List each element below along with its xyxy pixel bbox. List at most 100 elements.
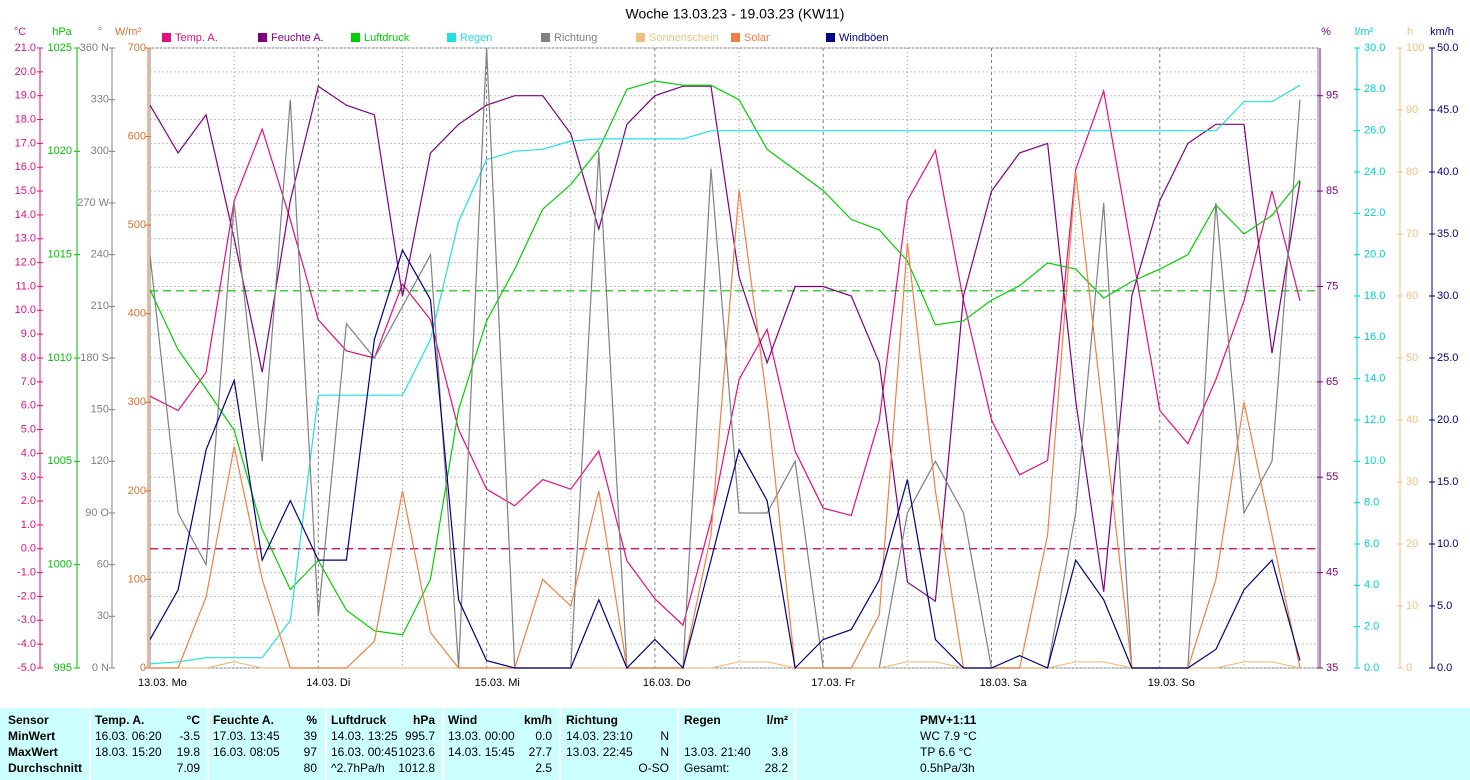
legend-swatch: [731, 33, 740, 42]
series-line: [149, 80, 1301, 636]
y-tick-label: 360 N: [80, 42, 109, 54]
y-tick-label: 12.0: [1364, 414, 1385, 426]
y-tick-label: 16.0: [15, 161, 36, 173]
y-tick-label: 15.0: [1437, 476, 1458, 488]
table-cell: 16.03. 08:05: [213, 745, 280, 759]
y-tick-label: 15.0: [15, 185, 36, 197]
y-tick-label: 240: [91, 249, 109, 261]
y-tick-label: 95: [1326, 90, 1338, 102]
y-tick-label: 18.0: [15, 113, 36, 125]
table-header-cell: Sensor: [8, 713, 49, 727]
y-tick-label: 400: [128, 308, 146, 320]
y-tick-label: 26.0: [1364, 125, 1385, 137]
x-tick-label: 15.03. Mi: [475, 677, 520, 689]
table-cell: N: [660, 745, 669, 759]
y-tick-label: 2.0: [1364, 621, 1379, 633]
y-tick-label: 270 W: [77, 197, 109, 209]
y-tick-label: 180 S: [80, 352, 109, 364]
y-tick-label: 60: [1406, 290, 1418, 302]
legend-label: Solar: [744, 32, 770, 44]
series-line: [149, 248, 1301, 670]
table-cell: 7.09: [177, 761, 201, 775]
table-separators: [89, 708, 796, 780]
y-tick-label: 12.0: [15, 257, 36, 269]
table-cell: -3.5: [179, 729, 200, 743]
axis-unit: km/h: [1430, 26, 1454, 38]
y-tick-label: 14.0: [15, 209, 36, 221]
y-tick-label: 50.0: [1437, 42, 1458, 54]
table-cell: N: [660, 729, 669, 743]
table-cell: 1023.6: [398, 745, 435, 759]
x-tick-label: 17.03. Fr: [811, 677, 855, 689]
y-tick-label: 150: [91, 404, 109, 416]
legend-swatch: [258, 33, 267, 42]
table-cell: 80: [304, 761, 318, 775]
x-tick-label: 19.03. So: [1148, 677, 1195, 689]
y-tick-label: 10.0: [1437, 538, 1458, 550]
axis-unit: °C: [14, 26, 26, 38]
table-cell: 0.0: [535, 729, 552, 743]
table-header-cell: MaxWert: [8, 745, 58, 759]
table-cell: WC 7.9 °C: [920, 729, 977, 743]
axis-unit: W/m²: [115, 26, 142, 38]
y-tick-label: 10.0: [1364, 455, 1385, 467]
table-cell: 14.03. 15:45: [448, 745, 515, 759]
table-cell: 39: [304, 729, 318, 743]
table-header-cell: km/h: [524, 713, 552, 727]
y-tick-label: 75: [1326, 280, 1338, 292]
table-cell: 97: [304, 745, 318, 759]
table-cell: 28.2: [765, 761, 789, 775]
y-tick-label: 20.0: [1364, 249, 1385, 261]
y-tick-label: 7.0: [21, 376, 36, 388]
y-tick-label: 300: [128, 396, 146, 408]
y-tick-label: 0: [1406, 662, 1412, 674]
axis-unit: °: [98, 26, 102, 38]
y-tick-label: 35: [1326, 662, 1338, 674]
y-tick-label: 6.0: [1364, 538, 1379, 550]
table-header-cell: PMV+1:11: [920, 713, 977, 727]
axis-unit: l/m²: [1355, 26, 1374, 38]
y-tick-label: 2.0: [21, 495, 36, 507]
y-tick-label: 9.0: [21, 328, 36, 340]
y-tick-label: 210: [91, 300, 109, 312]
legend-label: Sonnenschein: [649, 32, 719, 44]
y-tick-label: 4.0: [21, 447, 36, 459]
chart-title: Woche 13.03.23 - 19.03.23 (KW11): [626, 6, 845, 22]
y-tick-label: 24.0: [1364, 166, 1385, 178]
legend-swatch: [447, 33, 456, 42]
legend-swatch: [541, 33, 550, 42]
y-tick-label: 200: [128, 485, 146, 497]
y-tick-label: 45.0: [1437, 104, 1458, 116]
y-tick-label: 20.0: [15, 66, 36, 78]
table-cell: 13.03. 21:40: [684, 745, 751, 759]
y-tick-label: 0.0: [21, 543, 36, 555]
y-tick-label: 14.0: [1364, 373, 1385, 385]
y-tick-label: 300: [91, 145, 109, 157]
y-tick-label: 1025: [48, 42, 72, 54]
y-tick-label: 1010: [48, 352, 72, 364]
table-header-cell: hPa: [413, 713, 435, 727]
table-header-cell: Feuchte A.: [213, 713, 274, 727]
y-tick-label: 100: [1406, 42, 1424, 54]
y-tick-label: 8.0: [21, 352, 36, 364]
y-tick-label: 3.0: [21, 471, 36, 483]
table-cell: 16.03. 06:20: [95, 729, 162, 743]
y-tick-label: 5.0: [21, 423, 36, 435]
y-tick-label: 80: [1406, 166, 1418, 178]
y-tick-label: 55: [1326, 471, 1338, 483]
y-tick-label: 1015: [48, 249, 72, 261]
series-line: [149, 85, 1301, 603]
table-cell: 18.03. 15:20: [95, 745, 162, 759]
y-tick-label: 30: [1406, 476, 1418, 488]
legend-label: Richtung: [554, 32, 597, 44]
series-line: [149, 47, 1301, 669]
series-line: [150, 171, 1301, 669]
legend-swatch: [162, 33, 171, 42]
y-tick-label: 45: [1326, 567, 1338, 579]
y-tick-label: 500: [128, 219, 146, 231]
y-tick-label: 85: [1326, 185, 1338, 197]
y-tick-label: 700: [128, 42, 146, 54]
y-tick-label: 25.0: [1437, 352, 1458, 364]
y-tick-label: 20: [1406, 538, 1418, 550]
